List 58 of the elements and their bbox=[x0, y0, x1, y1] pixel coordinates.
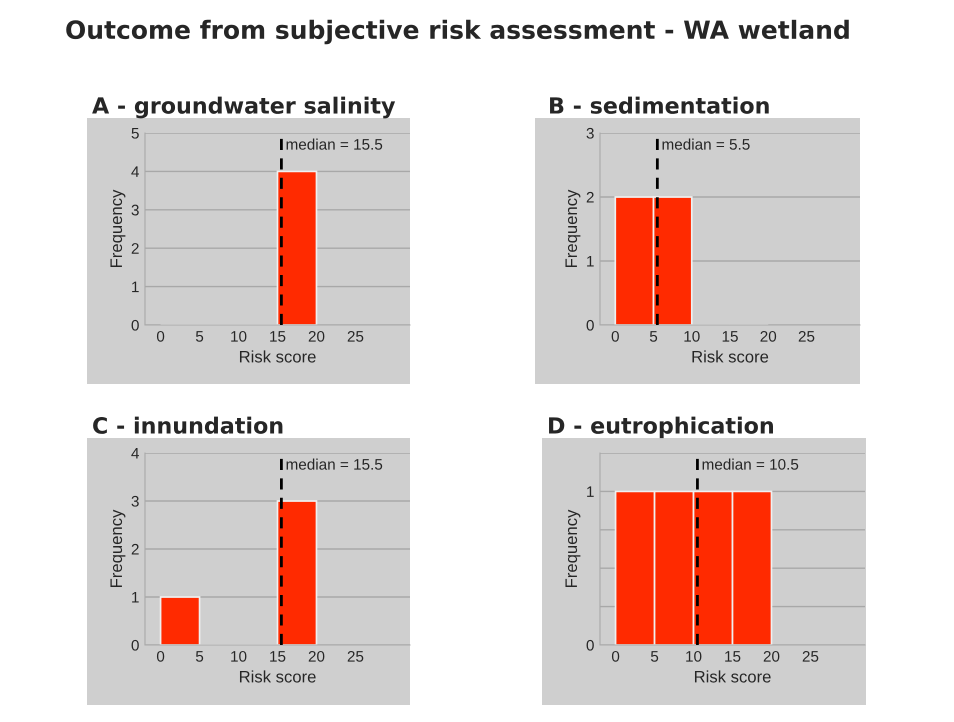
x-tick-label: 0 bbox=[156, 330, 164, 342]
x-tick-label: 20 bbox=[308, 330, 324, 342]
ref-line-label: median = 10.5 bbox=[702, 458, 798, 470]
x-tick-label: 15 bbox=[725, 651, 740, 662]
chart-title: A - groundwater salinity bbox=[92, 96, 396, 118]
y-tick-label: 2 bbox=[132, 544, 139, 555]
x-axis-title: Risk score bbox=[694, 670, 771, 683]
chart-title: C - innundation bbox=[93, 416, 282, 434]
x-tick-label: 10 bbox=[231, 330, 246, 342]
x-tick-label: 25 bbox=[348, 330, 364, 342]
y-axis-title: Frequency bbox=[110, 190, 126, 267]
x-tick-label: 10 bbox=[231, 650, 246, 662]
x-tick-label: 20 bbox=[764, 650, 780, 662]
x-tick-label: 5 bbox=[196, 651, 204, 662]
y-tick-label: 3 bbox=[586, 128, 594, 139]
y-tick-label: 1 bbox=[587, 486, 594, 497]
y-tick-label: 5 bbox=[132, 128, 139, 139]
x-tick-label: 25 bbox=[798, 330, 814, 342]
y-tick-label: 0 bbox=[132, 320, 139, 331]
x-tick-label: 15 bbox=[270, 651, 286, 662]
x-tick-label: 25 bbox=[802, 650, 818, 662]
y-tick-label: 0 bbox=[132, 640, 139, 651]
text: Outcome from subjective risk assessment - WA wetland bbox=[66, 20, 849, 44]
y-tick-label: 2 bbox=[586, 192, 594, 203]
x-tick-label: 25 bbox=[348, 650, 364, 662]
y-tick-label: 0 bbox=[586, 640, 594, 651]
x-tick-label: 0 bbox=[612, 330, 619, 342]
ref-line-label: median = 15.5 bbox=[286, 138, 382, 150]
x-tick-label: 5 bbox=[650, 651, 658, 662]
x-tick-label: 20 bbox=[760, 330, 776, 342]
x-tick-label: 10 bbox=[684, 330, 700, 342]
x-tick-label: 20 bbox=[308, 650, 324, 662]
y-axis-title: Frequency bbox=[110, 510, 126, 587]
x-tick-label: 5 bbox=[650, 331, 658, 342]
x-tick-label: 15 bbox=[722, 331, 738, 342]
x-tick-label: 5 bbox=[196, 331, 204, 342]
x-tick-label: 0 bbox=[612, 650, 620, 662]
y-tick-label: 4 bbox=[131, 166, 139, 177]
x-axis-title: Risk score bbox=[240, 670, 316, 683]
y-tick-label: 1 bbox=[587, 256, 594, 267]
chart-title: D - eutrophication bbox=[549, 416, 773, 438]
x-tick-label: 15 bbox=[270, 331, 286, 342]
ref-line-label: median = 5.5 bbox=[662, 138, 750, 150]
y-tick-label: 1 bbox=[132, 282, 139, 292]
x-tick-label: 0 bbox=[156, 650, 164, 662]
y-tick-label: 1 bbox=[132, 592, 139, 603]
y-tick-label: 4 bbox=[131, 448, 139, 459]
y-axis-title: Frequency bbox=[565, 190, 580, 267]
y-tick-label: 2 bbox=[132, 243, 139, 254]
y-tick-label: 3 bbox=[132, 204, 139, 216]
y-axis-title: Frequency bbox=[565, 510, 580, 587]
x-axis-title: Risk score bbox=[240, 350, 316, 363]
y-tick-label: 0 bbox=[586, 320, 594, 331]
ref-line-label: median = 15.5 bbox=[286, 458, 382, 470]
x-tick-label: 10 bbox=[686, 650, 702, 662]
y-tick-label: 3 bbox=[132, 496, 139, 507]
x-axis-title: Risk score bbox=[692, 350, 768, 363]
chart-title: B - sedimentation bbox=[550, 96, 769, 114]
